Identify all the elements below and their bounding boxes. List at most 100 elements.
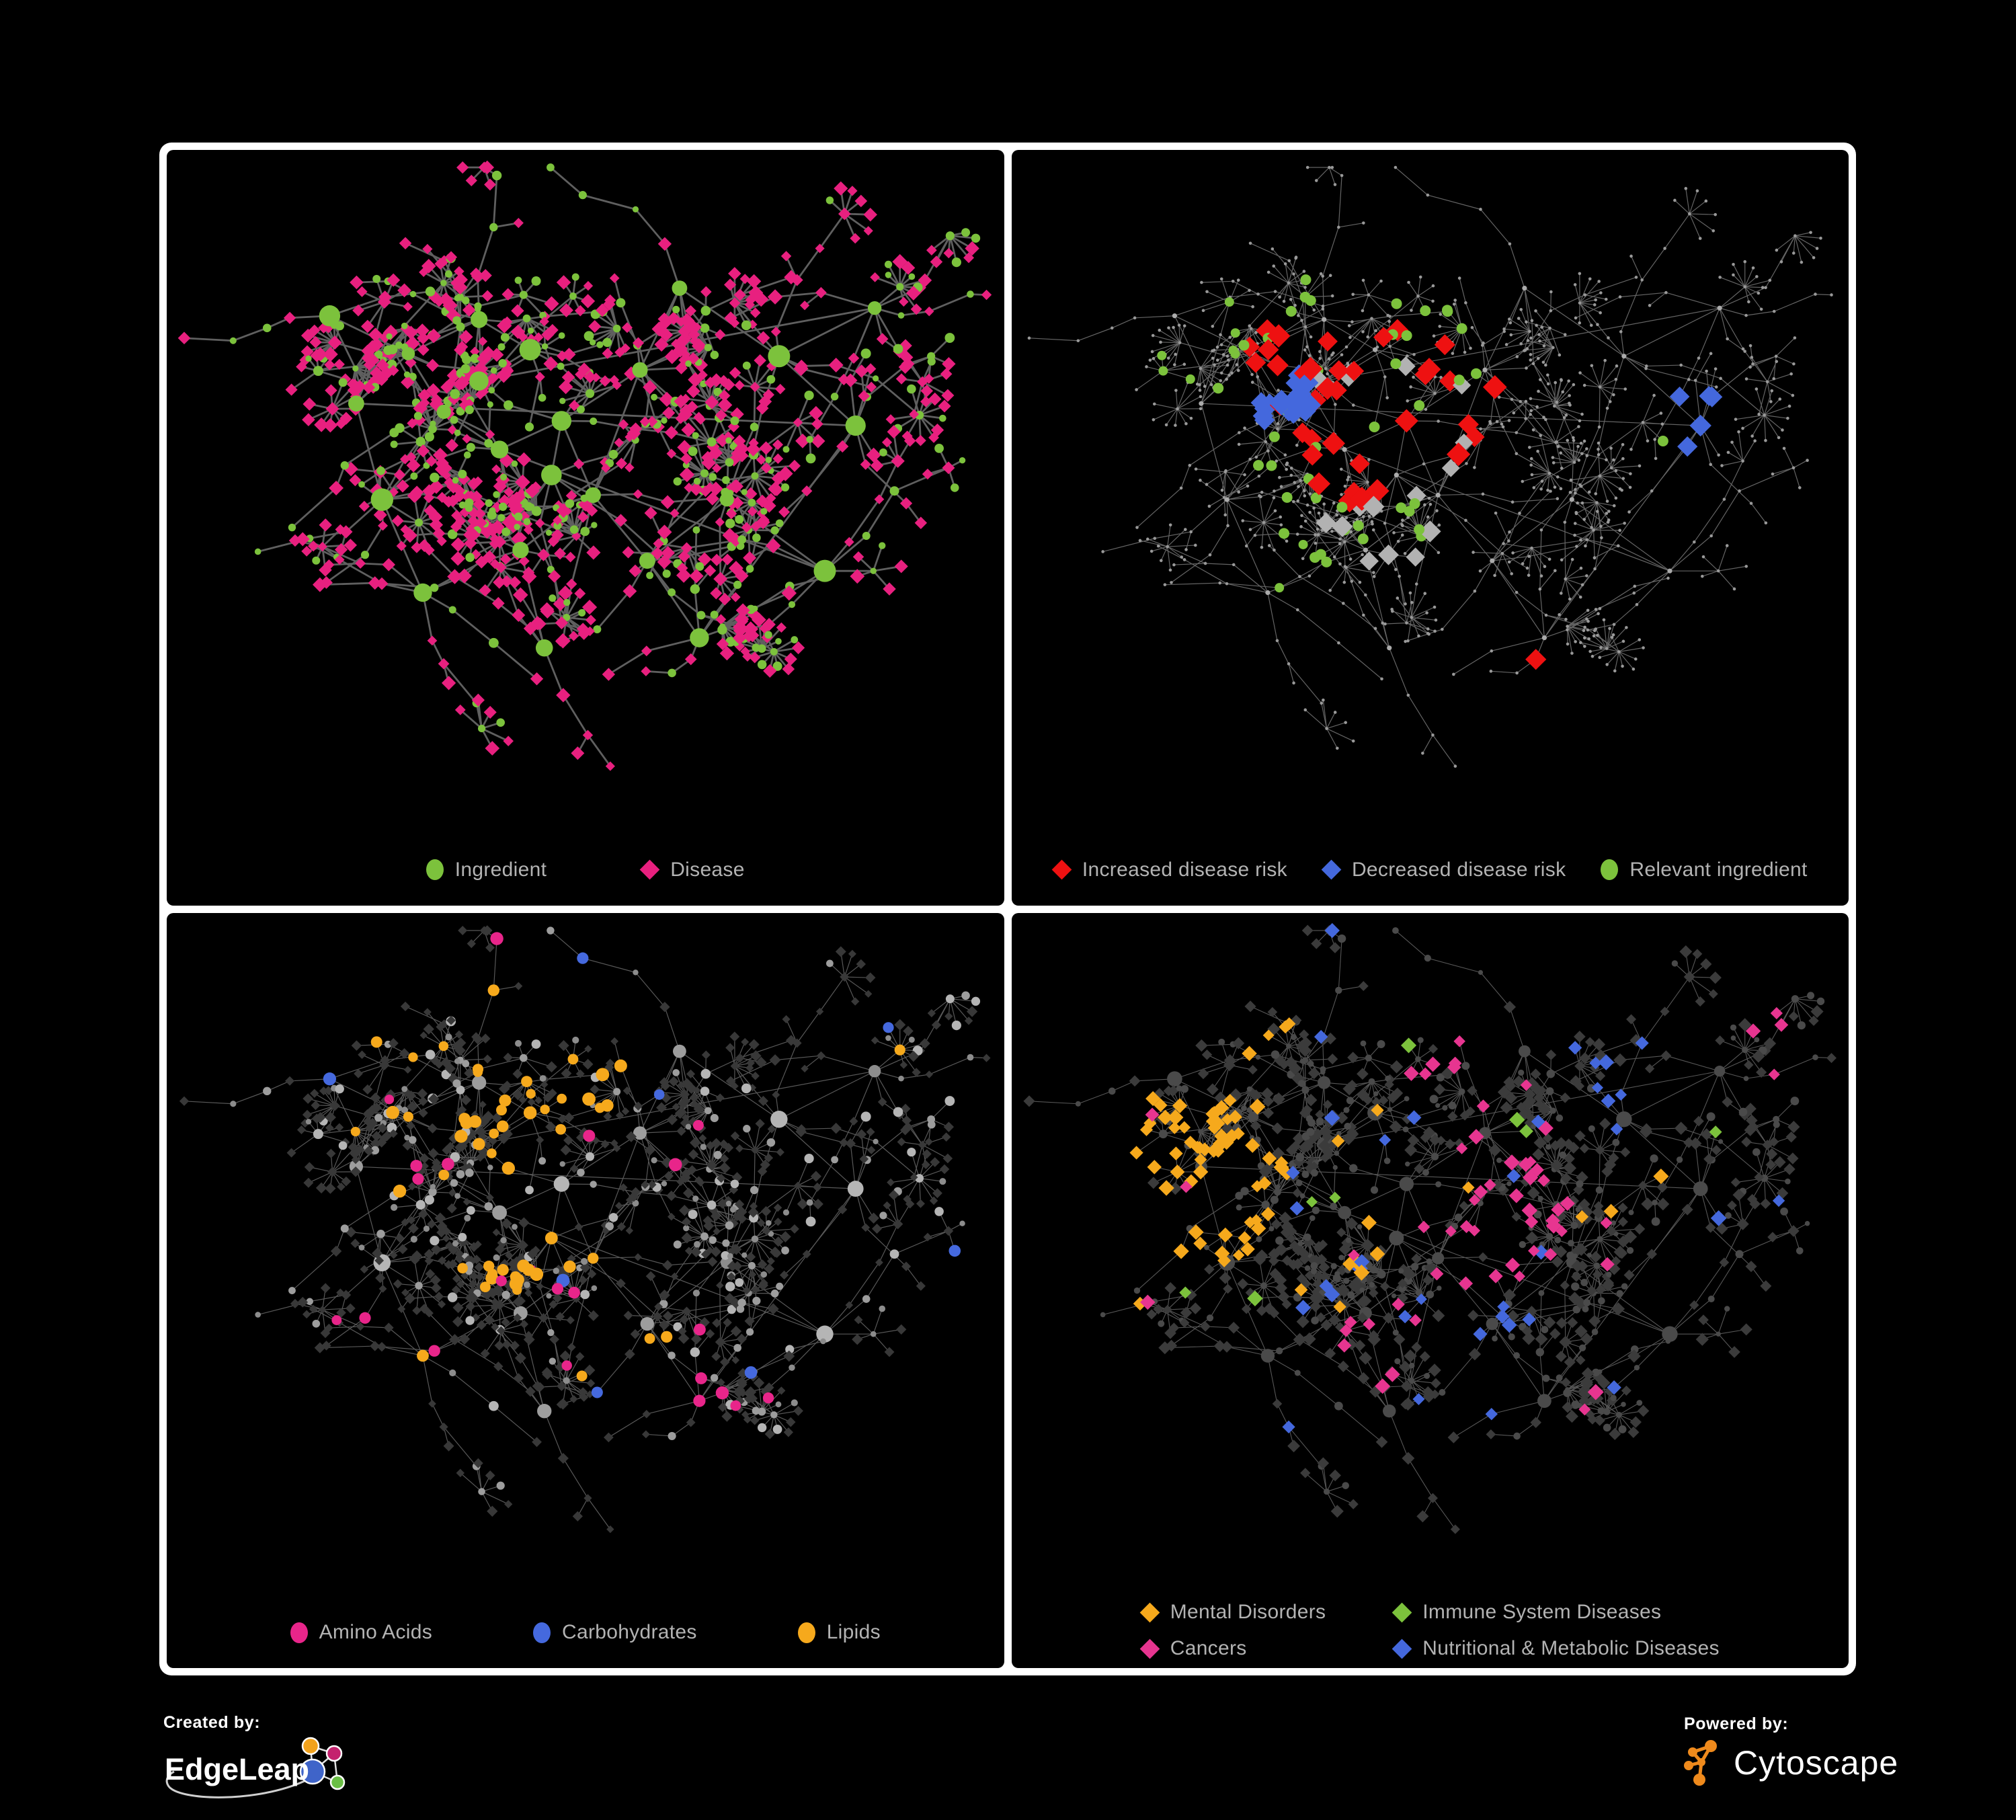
network-node xyxy=(1410,600,1414,604)
network-node xyxy=(1582,645,1586,648)
network-node xyxy=(609,273,620,284)
network-node xyxy=(358,500,370,512)
network-node xyxy=(1441,305,1453,316)
network-edge xyxy=(1654,439,1656,459)
network-node xyxy=(1698,237,1702,240)
network-node xyxy=(1628,485,1631,489)
network-edge xyxy=(1410,386,1435,394)
network-node xyxy=(1605,512,1608,515)
network-node xyxy=(667,311,681,325)
network-node xyxy=(1582,518,1586,521)
network-edge xyxy=(1263,522,1281,526)
network-edge xyxy=(936,998,951,1025)
network-edge xyxy=(1223,471,1226,498)
network-node xyxy=(866,447,881,463)
network-edge xyxy=(608,1066,618,1092)
network-node xyxy=(590,339,596,346)
network-node xyxy=(1219,371,1223,375)
network-edge xyxy=(1437,493,1483,496)
network-node xyxy=(541,343,549,350)
network-edge xyxy=(773,1414,789,1433)
network-edge xyxy=(1651,446,1688,491)
network-edge xyxy=(1732,274,1745,288)
network-node xyxy=(474,508,486,520)
network-node xyxy=(1563,520,1566,524)
network-node xyxy=(319,518,332,532)
network-node xyxy=(1584,617,1588,621)
network-edge xyxy=(1237,349,1252,375)
network-node xyxy=(860,348,871,359)
network-edge xyxy=(729,492,753,504)
network-node xyxy=(1607,627,1611,631)
network-edge xyxy=(372,1064,385,1110)
network-edge xyxy=(1465,440,1481,464)
network-node xyxy=(1330,294,1334,298)
network-edge xyxy=(1338,642,1382,680)
network-node xyxy=(1248,241,1252,245)
network-edge xyxy=(1244,428,1266,442)
network-node xyxy=(709,473,717,481)
network-edge xyxy=(726,1261,825,1335)
network-edge xyxy=(292,1250,337,1291)
network-node xyxy=(1605,500,1609,503)
network-node xyxy=(430,420,436,427)
network-node xyxy=(1437,523,1441,527)
network-node xyxy=(942,357,956,371)
network-node xyxy=(1634,657,1638,661)
network-node xyxy=(894,559,908,573)
network-node xyxy=(1298,539,1308,549)
network-edge xyxy=(1750,357,1768,383)
network-node xyxy=(399,454,411,465)
network-node xyxy=(569,525,579,534)
network-edge xyxy=(696,461,730,482)
network-node xyxy=(1563,577,1567,581)
network-node xyxy=(746,604,756,615)
network-node xyxy=(1309,552,1320,563)
network-node xyxy=(1379,279,1383,283)
network-node xyxy=(1317,331,1338,352)
network-node xyxy=(1529,546,1533,550)
network-node xyxy=(538,393,547,402)
network-node xyxy=(1543,418,1547,422)
network-edge xyxy=(797,1011,821,1043)
network-edge xyxy=(1406,377,1435,422)
network-node xyxy=(1602,618,1605,622)
network-node xyxy=(470,490,483,503)
network-edge xyxy=(1348,318,1372,327)
network-edge xyxy=(797,1185,819,1204)
network-edge xyxy=(566,1380,592,1384)
network-node xyxy=(458,469,467,479)
network-node xyxy=(852,551,864,563)
network-edge xyxy=(671,1355,702,1378)
network-edge xyxy=(1520,331,1530,344)
network-node xyxy=(1345,361,1349,365)
network-node xyxy=(1327,357,1330,360)
network-node xyxy=(729,366,741,379)
network-node xyxy=(1171,325,1175,329)
network-edge xyxy=(1592,530,1595,558)
network-node xyxy=(1732,587,1736,591)
network-edge xyxy=(1516,592,1546,616)
network-node xyxy=(430,583,439,592)
network-node xyxy=(862,532,871,541)
network-node xyxy=(463,451,471,459)
network-edge xyxy=(1613,604,1637,625)
network-node xyxy=(523,524,534,535)
network-node xyxy=(1173,424,1177,427)
network-edge xyxy=(1410,617,1419,637)
network-edge xyxy=(1412,377,1435,394)
network-edge xyxy=(1780,235,1796,262)
network-node xyxy=(483,705,497,719)
network-edge xyxy=(848,498,881,543)
network-node xyxy=(784,652,797,666)
network-node xyxy=(1236,490,1240,494)
network-node xyxy=(1551,346,1555,350)
network-edge xyxy=(1328,167,1336,185)
network-edge xyxy=(443,1426,477,1466)
network-edge xyxy=(455,1217,468,1244)
network-node xyxy=(1248,457,1252,461)
network-node xyxy=(741,522,752,533)
network-node xyxy=(1437,551,1440,555)
network-node xyxy=(1250,381,1254,384)
network-node xyxy=(465,405,474,414)
